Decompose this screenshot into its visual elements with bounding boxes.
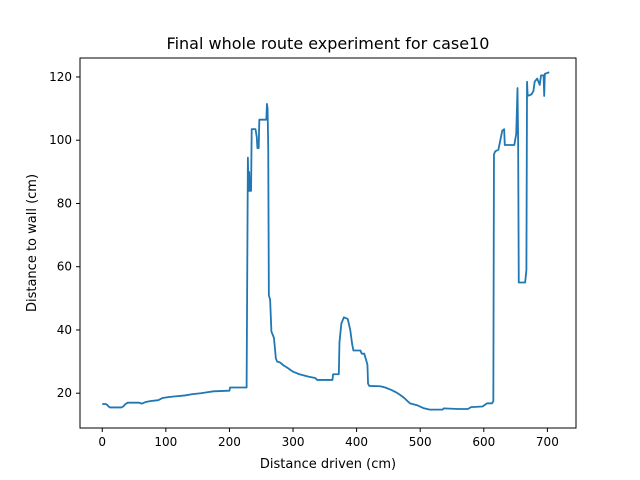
y-tick-label: 100 <box>49 133 72 147</box>
y-tick-label: 80 <box>57 196 72 210</box>
x-tick-label: 200 <box>218 435 241 449</box>
axes-frame <box>79 57 577 429</box>
x-tick-label: 100 <box>154 435 177 449</box>
y-axis-label: Distance to wall (cm) <box>25 174 40 312</box>
x-axis-ticks: 0 100 200 300 400 500 600 700 <box>98 428 559 449</box>
chart-title: Final whole route experiment for case10 <box>167 34 490 53</box>
x-tick-label: 400 <box>345 435 368 449</box>
series-line-1 <box>102 71 550 411</box>
y-tick-label: 60 <box>57 260 72 274</box>
x-tick-label: 500 <box>409 435 432 449</box>
x-tick-label: 0 <box>98 435 106 449</box>
x-tick-label: 700 <box>536 435 559 449</box>
y-tick-label: 40 <box>57 323 72 337</box>
y-tick-label: 120 <box>49 70 72 84</box>
x-tick-label: 300 <box>282 435 305 449</box>
x-tick-label: 600 <box>472 435 495 449</box>
plot-area <box>102 71 550 411</box>
y-axis-ticks: 20 40 60 80 100 120 <box>49 70 80 400</box>
y-tick-label: 20 <box>57 386 72 400</box>
x-axis-label: Distance driven (cm) <box>260 457 396 472</box>
